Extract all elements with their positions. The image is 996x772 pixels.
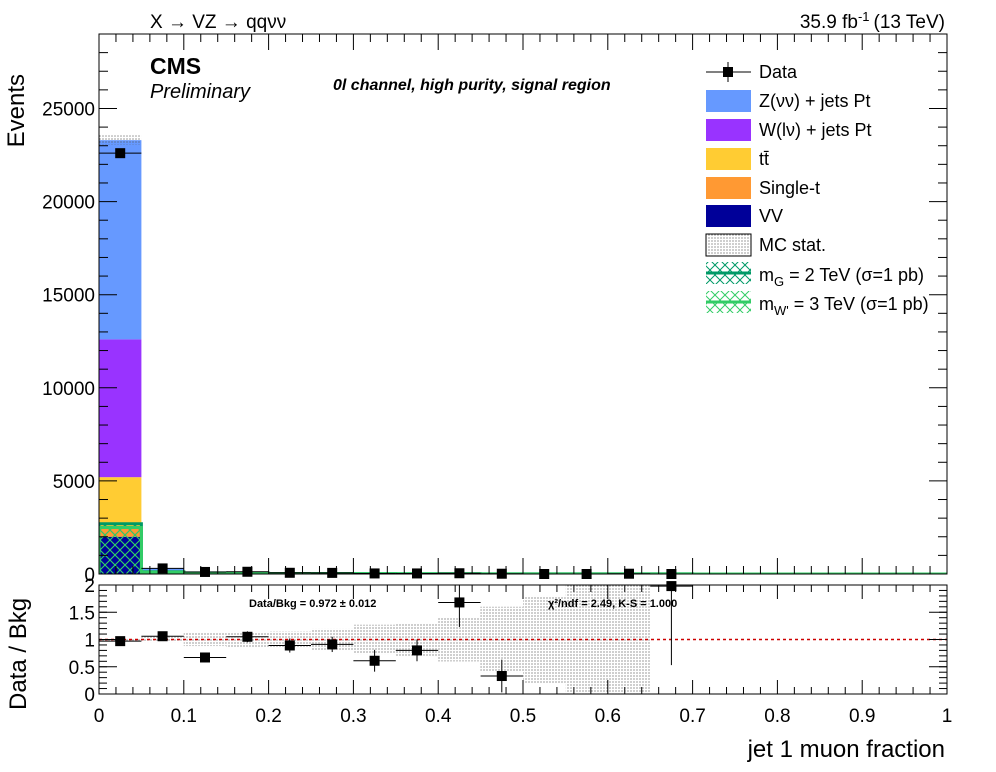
main-x-ticks (98, 34, 948, 574)
ratio-point (311, 636, 354, 653)
ratio-point (395, 639, 439, 662)
mc-stat-band (99, 135, 142, 145)
main-y-title: Events (3, 74, 30, 147)
x-tick-label: 0.7 (679, 706, 705, 727)
svg-text:mW' = 3 TeV (σ=1 pb): mW' = 3 TeV (σ=1 pb) (759, 294, 929, 318)
y-tick-label: 20000 (42, 193, 95, 214)
legend-wln: W(lν) + jets Pt (706, 119, 872, 141)
data-point (268, 567, 311, 578)
x-tick-label: 0.9 (849, 706, 875, 727)
legend-vv: VV (706, 205, 783, 227)
x-tick-label: 0 (94, 706, 105, 727)
stack-bar (99, 140, 142, 340)
y-tick-label: 0 (84, 565, 95, 586)
y-tick-label: 15000 (42, 286, 95, 307)
signal-hatch (99, 527, 142, 574)
stack-bar (99, 339, 142, 478)
x-tick-label: 0.4 (425, 706, 452, 727)
x-tick-label: 0.3 (340, 706, 366, 727)
y-tick-label: 25000 (42, 99, 95, 120)
main-panel: 0 5000 10000 15000 20000 25000 Events CMS Pre… (3, 33, 948, 586)
ratio-point (268, 638, 311, 653)
legend-data: Data (706, 62, 798, 82)
region-label: 0l channel, high purity, signal region (333, 77, 611, 94)
svg-text:MC stat.: MC stat. (759, 235, 826, 255)
ratio-point (226, 631, 269, 643)
ratio-y-tick-label: 0 (84, 685, 95, 706)
ratio-y-axis: 0 0.5 1 1.5 2 (69, 576, 947, 706)
preliminary-label: Preliminary (150, 81, 251, 103)
svg-text:Data: Data (759, 62, 798, 82)
data-point (141, 563, 184, 574)
stack-bars (99, 135, 693, 574)
ratio-points (99, 581, 693, 693)
x-tick-label: 0.5 (510, 706, 536, 727)
ratio-point (438, 585, 481, 627)
data-point (99, 148, 142, 159)
x-tick-label: 1 (942, 706, 953, 727)
ratio-point (99, 636, 142, 647)
legend-znn: Z(νν) + jets Pt (706, 90, 871, 112)
svg-text:tt̄: tt̄ (759, 149, 769, 169)
ratio-point (183, 652, 227, 663)
svg-text:W(lν) + jets Pt: W(lν) + jets Pt (759, 120, 872, 140)
svg-text:VV: VV (759, 206, 783, 226)
ratio-point (353, 649, 396, 672)
ratio-y-tick-label: 2 (84, 576, 95, 597)
x-tick-label: 0.2 (255, 706, 281, 727)
ratio-x-axis: 0 0.1 0.2 0.3 0.4 0.5 0.6 0.7 0.8 0.9 1 (94, 585, 953, 727)
ratio-point (141, 631, 184, 642)
ratio-point (480, 659, 523, 693)
legend-st: Single-t (706, 177, 820, 199)
ratio-annotation: Data/Bkg = 0.972 ± 0.012 (249, 598, 376, 610)
stack-bar (99, 477, 142, 528)
ratio-y-title: Data / Bkg (5, 598, 32, 710)
data-point (311, 567, 354, 578)
data-points (99, 148, 693, 579)
data-point (226, 566, 269, 577)
x-tick-label: 0.6 (595, 706, 621, 727)
svg-text:mG = 2 TeV (σ=1 pb): mG = 2 TeV (σ=1 pb) (759, 265, 924, 289)
legend-tt: tt̄ (706, 148, 769, 170)
data-point (438, 568, 481, 579)
legend-mcstat: MC stat. (705, 233, 826, 257)
ratio-point (650, 581, 693, 666)
y-tick-label: 10000 (42, 379, 95, 400)
ratio-y-tick-label: 1.5 (69, 603, 95, 624)
data-point (395, 568, 439, 579)
process-label: X → VZ → qqνν (150, 12, 286, 33)
x-tick-label: 0.8 (764, 706, 790, 727)
chi2-annotation: χ²/ndf = 2.49, K-S = 1.000 (548, 598, 677, 610)
data-point (183, 566, 227, 577)
lumi-label: 35.9 fb-1 (13 TeV) (800, 9, 945, 33)
main-y-axis: 0 5000 10000 15000 20000 25000 (42, 52, 947, 586)
legend-sig2: mW' = 3 TeV (σ=1 pb) (706, 291, 929, 318)
x-axis-title: jet 1 muon fraction (747, 736, 945, 763)
x-tick-label: 0.1 (171, 706, 197, 727)
legend: Data Z(νν) + jets Pt W(lν) + jets Pt tt̄… (705, 62, 929, 318)
svg-text:Z(νν) + jets Pt: Z(νν) + jets Pt (759, 91, 871, 111)
cms-label: CMS (150, 53, 201, 79)
ratio-y-tick-label: 0.5 (69, 658, 95, 679)
y-tick-label: 5000 (53, 472, 95, 493)
ratio-y-tick-label: 1 (84, 631, 95, 652)
ratio-panel: 00.511.52 0 0.1 0.2 0.3 0.4 0.5 0.6 0.7 0.8 0.9 1 … (5, 576, 952, 763)
ratio-band-bin (183, 632, 227, 647)
svg-text:Single-t: Single-t (759, 178, 820, 198)
data-point (353, 568, 396, 579)
legend-sig1: mG = 2 TeV (σ=1 pb) (706, 262, 924, 289)
